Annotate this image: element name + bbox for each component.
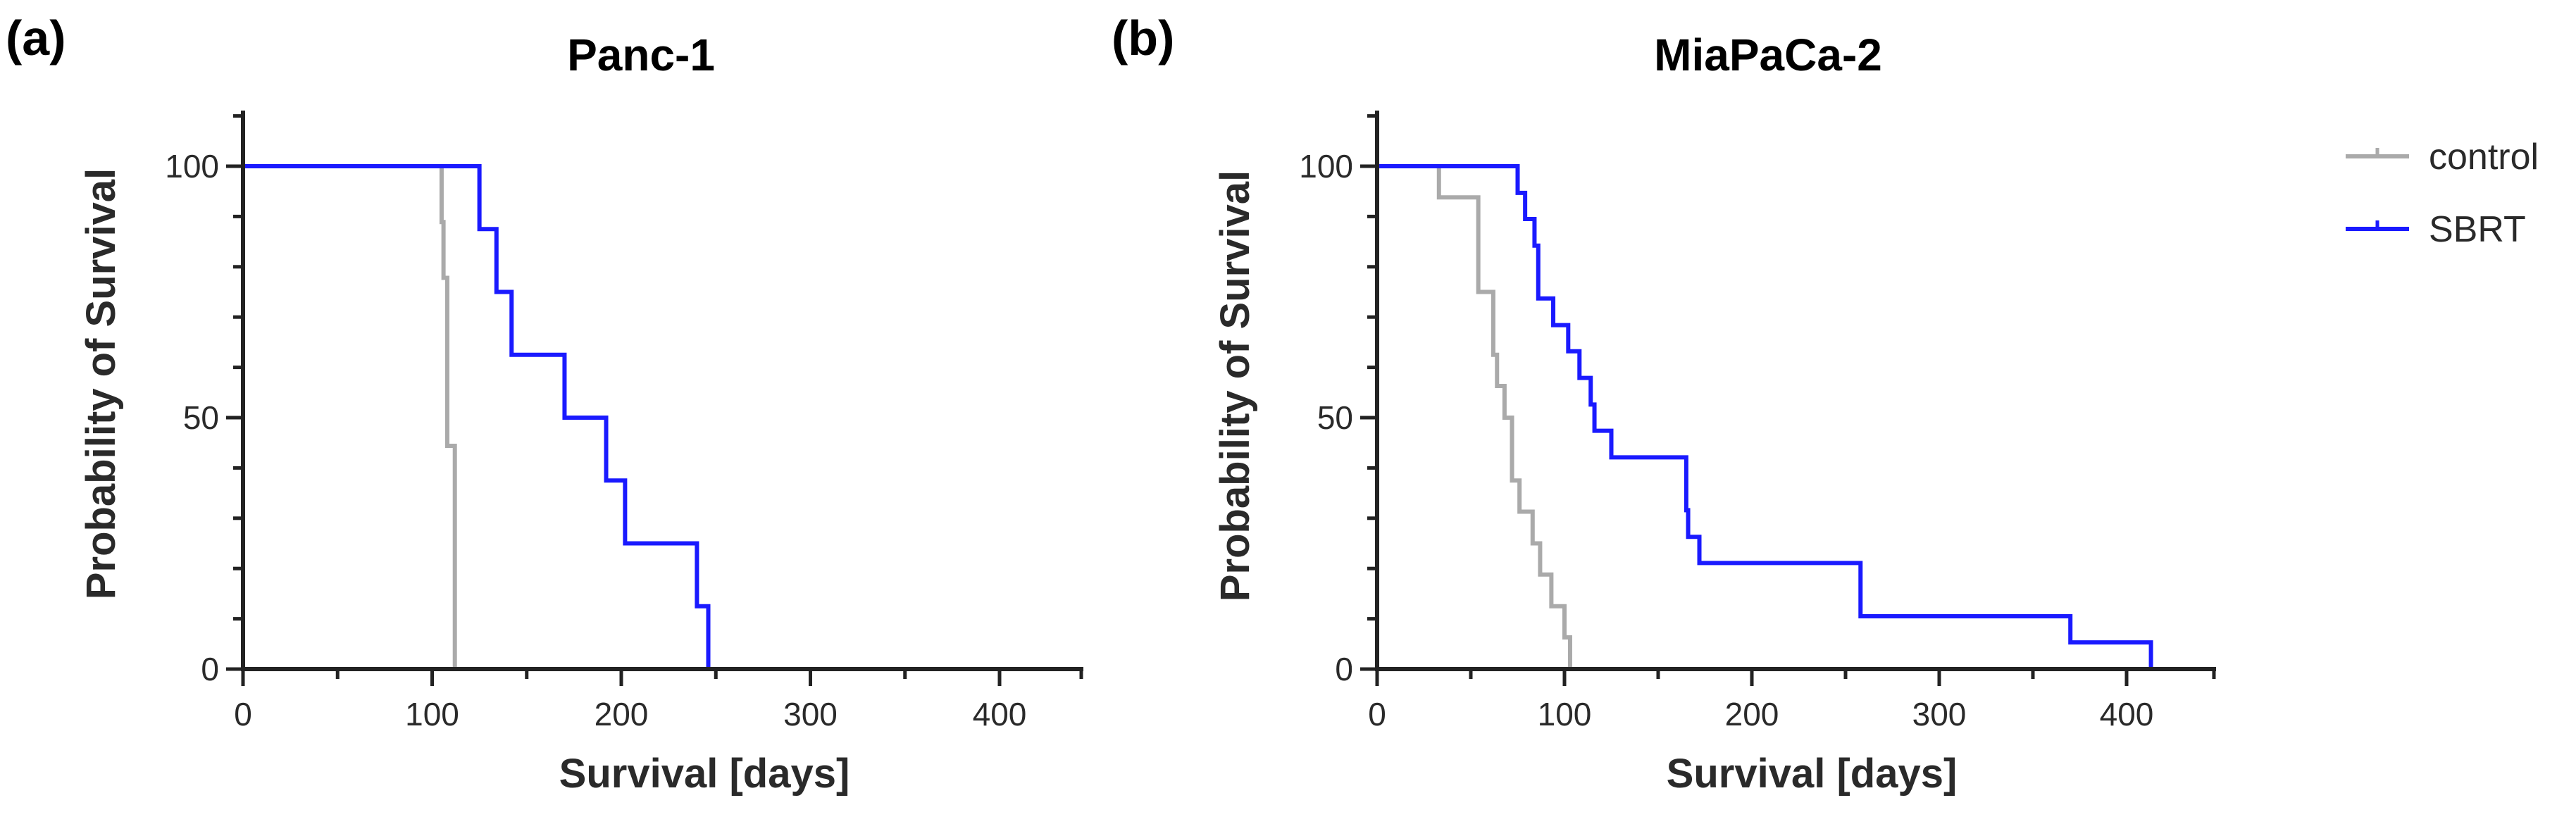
panel-b-x-tick-label: 100 [1538,696,1592,732]
panel-a-y-axis-label: Probability of Survival [78,168,124,599]
panel-b-series-sbrt [1377,164,2153,669]
panel-a-x-tick-label: 0 [234,696,252,732]
panel-a-x-tick-label: 300 [783,696,838,732]
panel-a-series-control [243,164,457,669]
panel-b-y-tick-label: 100 [1299,148,1353,185]
panel-b-x-tick-label: 400 [2100,696,2154,732]
legend-label-sbrt: SBRT [2429,209,2526,250]
panel-a-y-tick-label: 0 [201,651,219,687]
legend: control SBRT [2346,137,2539,250]
panel-a-title: Panc-1 [567,30,715,80]
panel-b-y-axis-label: Probability of Survival [1212,170,1258,601]
panel-a-chart: (a) Panc-1 Survival [days] Probability o… [6,11,1083,797]
panel-b-title: MiaPaCa-2 [1654,30,1882,80]
panel-b-x-tick-label: 300 [1912,696,1967,732]
panel-b-x-tick-label: 200 [1725,696,1779,732]
panel-b-y-tick-label: 50 [1317,399,1353,436]
panel-b-x-tick-label: 0 [1368,696,1386,732]
panel-b-series-control [1377,164,1572,669]
panel-b-x-axis-label: Survival [days] [1667,751,1958,797]
legend-entry-sbrt: SBRT [2346,209,2526,250]
panel-a-x-tick-label: 400 [973,696,1027,732]
panel-a-series-sbrt [243,164,711,669]
legend-label-control: control [2429,137,2539,177]
legend-entry-control: control [2346,137,2539,177]
panel-a-x-axis-label: Survival [days] [559,751,850,797]
panel-b-y-tick-label: 0 [1335,651,1353,687]
panel-a-y-tick-label: 50 [183,399,219,436]
panel-a-label: (a) [6,11,66,65]
panel-b-label: (b) [1112,11,1174,65]
panel-b-chart: (b) MiaPaCa-2 Survival [days] Probabilit… [1112,11,2216,797]
panel-a-y-tick-label: 100 [165,148,219,185]
panel-a-x-tick-label: 100 [405,696,459,732]
panel-a-x-tick-label: 200 [595,696,649,732]
